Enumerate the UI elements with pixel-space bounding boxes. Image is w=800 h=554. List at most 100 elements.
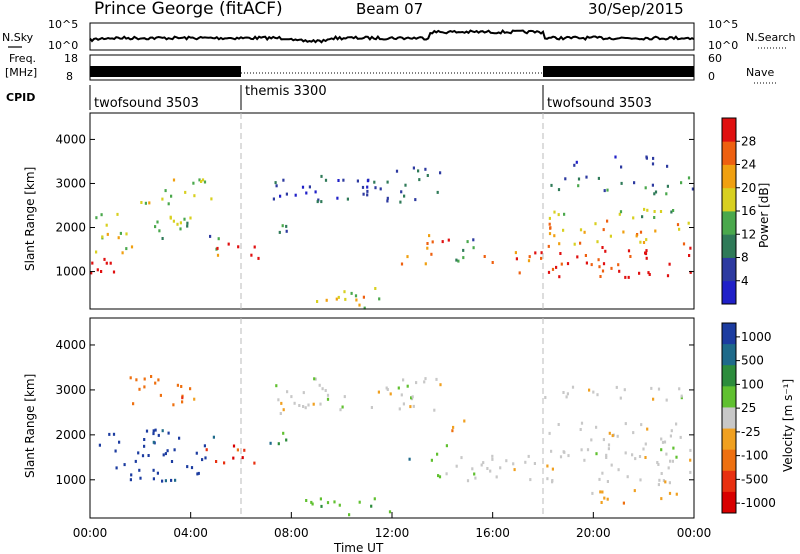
vel-cells-cell <box>605 453 608 457</box>
power-cells-cell <box>601 246 604 249</box>
vel-cells-cell <box>588 388 591 392</box>
power-panel: 1000 2000 3000 4000 Slant Range [km] 4 8 12 16… <box>23 112 771 310</box>
vel-cells-cell <box>293 401 296 405</box>
power-cells-cell <box>414 198 417 202</box>
power-cells-cell <box>192 181 195 185</box>
vel-cells-cell <box>311 502 314 506</box>
vel-cells-cell <box>279 412 282 415</box>
colorbar-tick-label: 16 <box>741 204 756 218</box>
vel-cells-cell <box>167 431 170 435</box>
power-cells-cell <box>144 201 147 205</box>
power-cells-cell <box>179 221 182 225</box>
vel-cells-cell <box>602 438 605 442</box>
vel-cells-cell <box>606 497 609 501</box>
vel-cells-cell <box>286 390 289 394</box>
vel-cells-cell <box>161 479 164 483</box>
power-cells-cell <box>154 225 157 229</box>
power-cells-cell <box>140 201 143 204</box>
vel-cells-cell <box>180 385 183 388</box>
vel-cells-cell <box>642 447 645 451</box>
power-cells-cell <box>668 262 671 266</box>
vel-cells-cell <box>480 463 483 467</box>
power-cells-cell <box>603 189 606 193</box>
vel-cells-cell <box>298 404 301 407</box>
velocity-y-label: Slant Range [km] <box>23 374 37 478</box>
vel-cells-cell <box>626 475 629 479</box>
vel-cells-cell <box>603 496 606 500</box>
power-cells-cell <box>687 221 690 225</box>
vel-cells-cell <box>370 504 373 508</box>
vel-cells-cell <box>154 428 157 432</box>
frequency-panel: Freq. [MHz] Nave 18 8 60 0 <box>5 52 776 84</box>
power-cells-cell <box>366 185 369 189</box>
power-cells-cell <box>412 166 415 170</box>
power-cells-cell <box>169 215 172 219</box>
power-cells-cell <box>648 273 651 276</box>
colorbar-tick-label: 100 <box>741 377 764 391</box>
power-cells-cell <box>549 226 552 230</box>
colorbar-swatch <box>722 428 736 451</box>
power-cells-cell <box>618 212 621 216</box>
power-cells-cell <box>374 287 377 290</box>
vel-cells-cell <box>583 458 586 462</box>
vel-cells-cell <box>152 468 155 472</box>
vel-yticks-label: 2000 <box>55 428 86 442</box>
power-cells-cell <box>316 200 319 204</box>
vel-cells-cell <box>173 448 176 452</box>
power-cells-cell <box>354 294 358 298</box>
vel-cells-cell <box>612 433 615 437</box>
power-cells-cell <box>688 254 691 257</box>
vel-cells-cell <box>689 448 692 452</box>
vel-cells-cell <box>607 447 610 451</box>
power-cells-cell <box>573 242 576 246</box>
power-cells-cell <box>645 249 648 253</box>
vel-cells-cell <box>598 477 601 481</box>
power-cells-cell <box>462 256 465 260</box>
vel-cells-cell <box>212 435 215 439</box>
power-cells-cell <box>518 271 521 275</box>
colorbar-swatch <box>722 449 736 472</box>
power-cells-cell <box>620 181 623 185</box>
colorbar-tick-label: 20 <box>741 181 756 195</box>
vel-cells-cell <box>164 479 167 483</box>
vel-cells-cell <box>290 395 293 399</box>
vel-cells-cell <box>377 390 380 394</box>
power-cells-cell <box>95 250 98 254</box>
power-cells-cell <box>590 263 593 267</box>
vel-cells-cell <box>408 457 411 461</box>
vel-cells-cell <box>307 403 310 407</box>
vel-cells-cell <box>644 442 647 446</box>
vel-cells-cell <box>343 395 346 399</box>
velocity-y-axis: 1000 2000 3000 4000 <box>55 338 694 487</box>
power-cells-cell <box>678 227 681 231</box>
vel-cells-cell <box>172 403 175 407</box>
time-x-axis: 00:00 04:00 08:00 12:00 16:00 20:00 00:00 <box>73 512 711 540</box>
power-cells-cell <box>638 271 641 275</box>
vel-cells-cell <box>491 457 494 461</box>
power-cells-cell <box>386 196 389 200</box>
power-cells-cell <box>158 229 161 233</box>
vel-cells-cell <box>277 398 280 402</box>
vel-cells-cell <box>544 396 547 399</box>
power-cells-cell <box>172 178 176 182</box>
power-cells-cell <box>659 210 663 213</box>
power-cells-cell <box>527 259 531 263</box>
vel-cells-cell <box>386 388 389 391</box>
vel-cells-cell <box>415 381 418 385</box>
nave-tick-top: 60 <box>708 52 722 65</box>
colorbar-tick-label: -25 <box>741 425 761 439</box>
power-cells-cell <box>186 224 189 228</box>
freq-block-2 <box>543 66 694 77</box>
vel-cells-cell <box>157 378 160 382</box>
vel-cells-cell <box>529 478 532 482</box>
power-cells-cell <box>610 266 613 270</box>
power-cells-cell <box>618 269 621 273</box>
power-cells-cell <box>672 209 675 212</box>
power-cells-cell <box>200 180 203 183</box>
vel-cells-cell <box>571 385 575 389</box>
vel-cells-cell <box>205 448 208 452</box>
vel-cells-cell <box>433 408 436 412</box>
vel-cells-cell <box>617 468 620 472</box>
power-cells-cell <box>642 241 646 244</box>
